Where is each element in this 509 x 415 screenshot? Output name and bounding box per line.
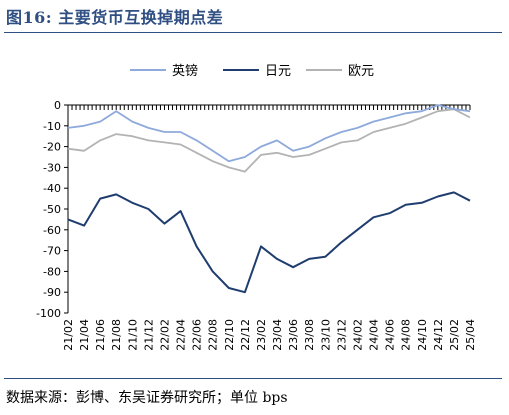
x-tick-label: 21/06	[94, 319, 107, 351]
y-tick-label: -30	[43, 161, 61, 174]
x-tick-label: 21/10	[126, 319, 139, 351]
x-tick-label: 23/06	[287, 319, 300, 351]
x-tick-label: 22/08	[207, 319, 220, 351]
x-tick-label: 23/08	[303, 319, 316, 351]
y-tick-label: -20	[43, 141, 61, 154]
x-tick-label: 21/02	[62, 319, 75, 351]
chart-legend: 英镑 日元 欧元	[130, 63, 374, 79]
footer-divider	[4, 378, 502, 379]
y-tick-label: -70	[43, 245, 61, 258]
title-divider	[4, 32, 502, 33]
y-tick-label: -50	[43, 203, 61, 216]
x-tick-label: 22/02	[158, 319, 171, 351]
series-line-gbp	[67, 104, 471, 163]
x-tick-label: 23/10	[319, 319, 332, 351]
x-tick-label: 22/12	[239, 319, 252, 351]
y-tick-label: -90	[43, 286, 61, 299]
swap-spread-chart: 英镑 日元 欧元 0-10-20-30-40-50-60-70-80-90-1002…	[36, 63, 477, 351]
x-tick-label: 21/04	[78, 319, 91, 351]
x-tick-label: 24/10	[416, 319, 429, 351]
legend-label-gbp: 英镑	[172, 63, 198, 79]
x-tick-label: 24/02	[351, 319, 364, 351]
x-tick-label: 25/02	[448, 319, 461, 351]
series-line-jpy	[67, 191, 471, 294]
x-tick-label: 24/06	[384, 319, 397, 351]
x-tick-label: 23/12	[335, 319, 348, 351]
legend-label-jpy: 日元	[265, 64, 291, 79]
source-note: 数据来源：彭博、东吴证券研究所；单位 bps	[6, 390, 288, 406]
x-tick-label: 21/08	[110, 319, 123, 351]
y-tick-label: -40	[43, 182, 61, 195]
x-tick-label: 24/04	[368, 319, 381, 351]
chart-series	[67, 104, 471, 294]
figure-title: 图16: 主要货币互换掉期点差	[6, 8, 224, 27]
y-tick-label: -80	[43, 265, 61, 278]
y-tick-label: -10	[43, 120, 61, 133]
x-tick-label: 22/04	[175, 319, 188, 351]
x-tick-label: 22/06	[191, 319, 204, 351]
y-tick-label: 0	[54, 99, 61, 112]
x-tick-label: 25/04	[464, 319, 477, 351]
x-tick-label: 24/08	[400, 319, 413, 351]
x-tick-label: 22/10	[223, 319, 236, 351]
x-tick-label: 23/04	[271, 319, 284, 351]
x-tick-label: 24/12	[432, 319, 445, 351]
y-tick-label: -60	[43, 224, 61, 237]
series-line-eur	[67, 108, 471, 173]
y-tick-label: -100	[36, 307, 61, 320]
x-tick-label: 23/02	[255, 319, 268, 351]
x-tick-label: 21/12	[142, 319, 155, 351]
legend-label-eur: 欧元	[348, 64, 374, 79]
